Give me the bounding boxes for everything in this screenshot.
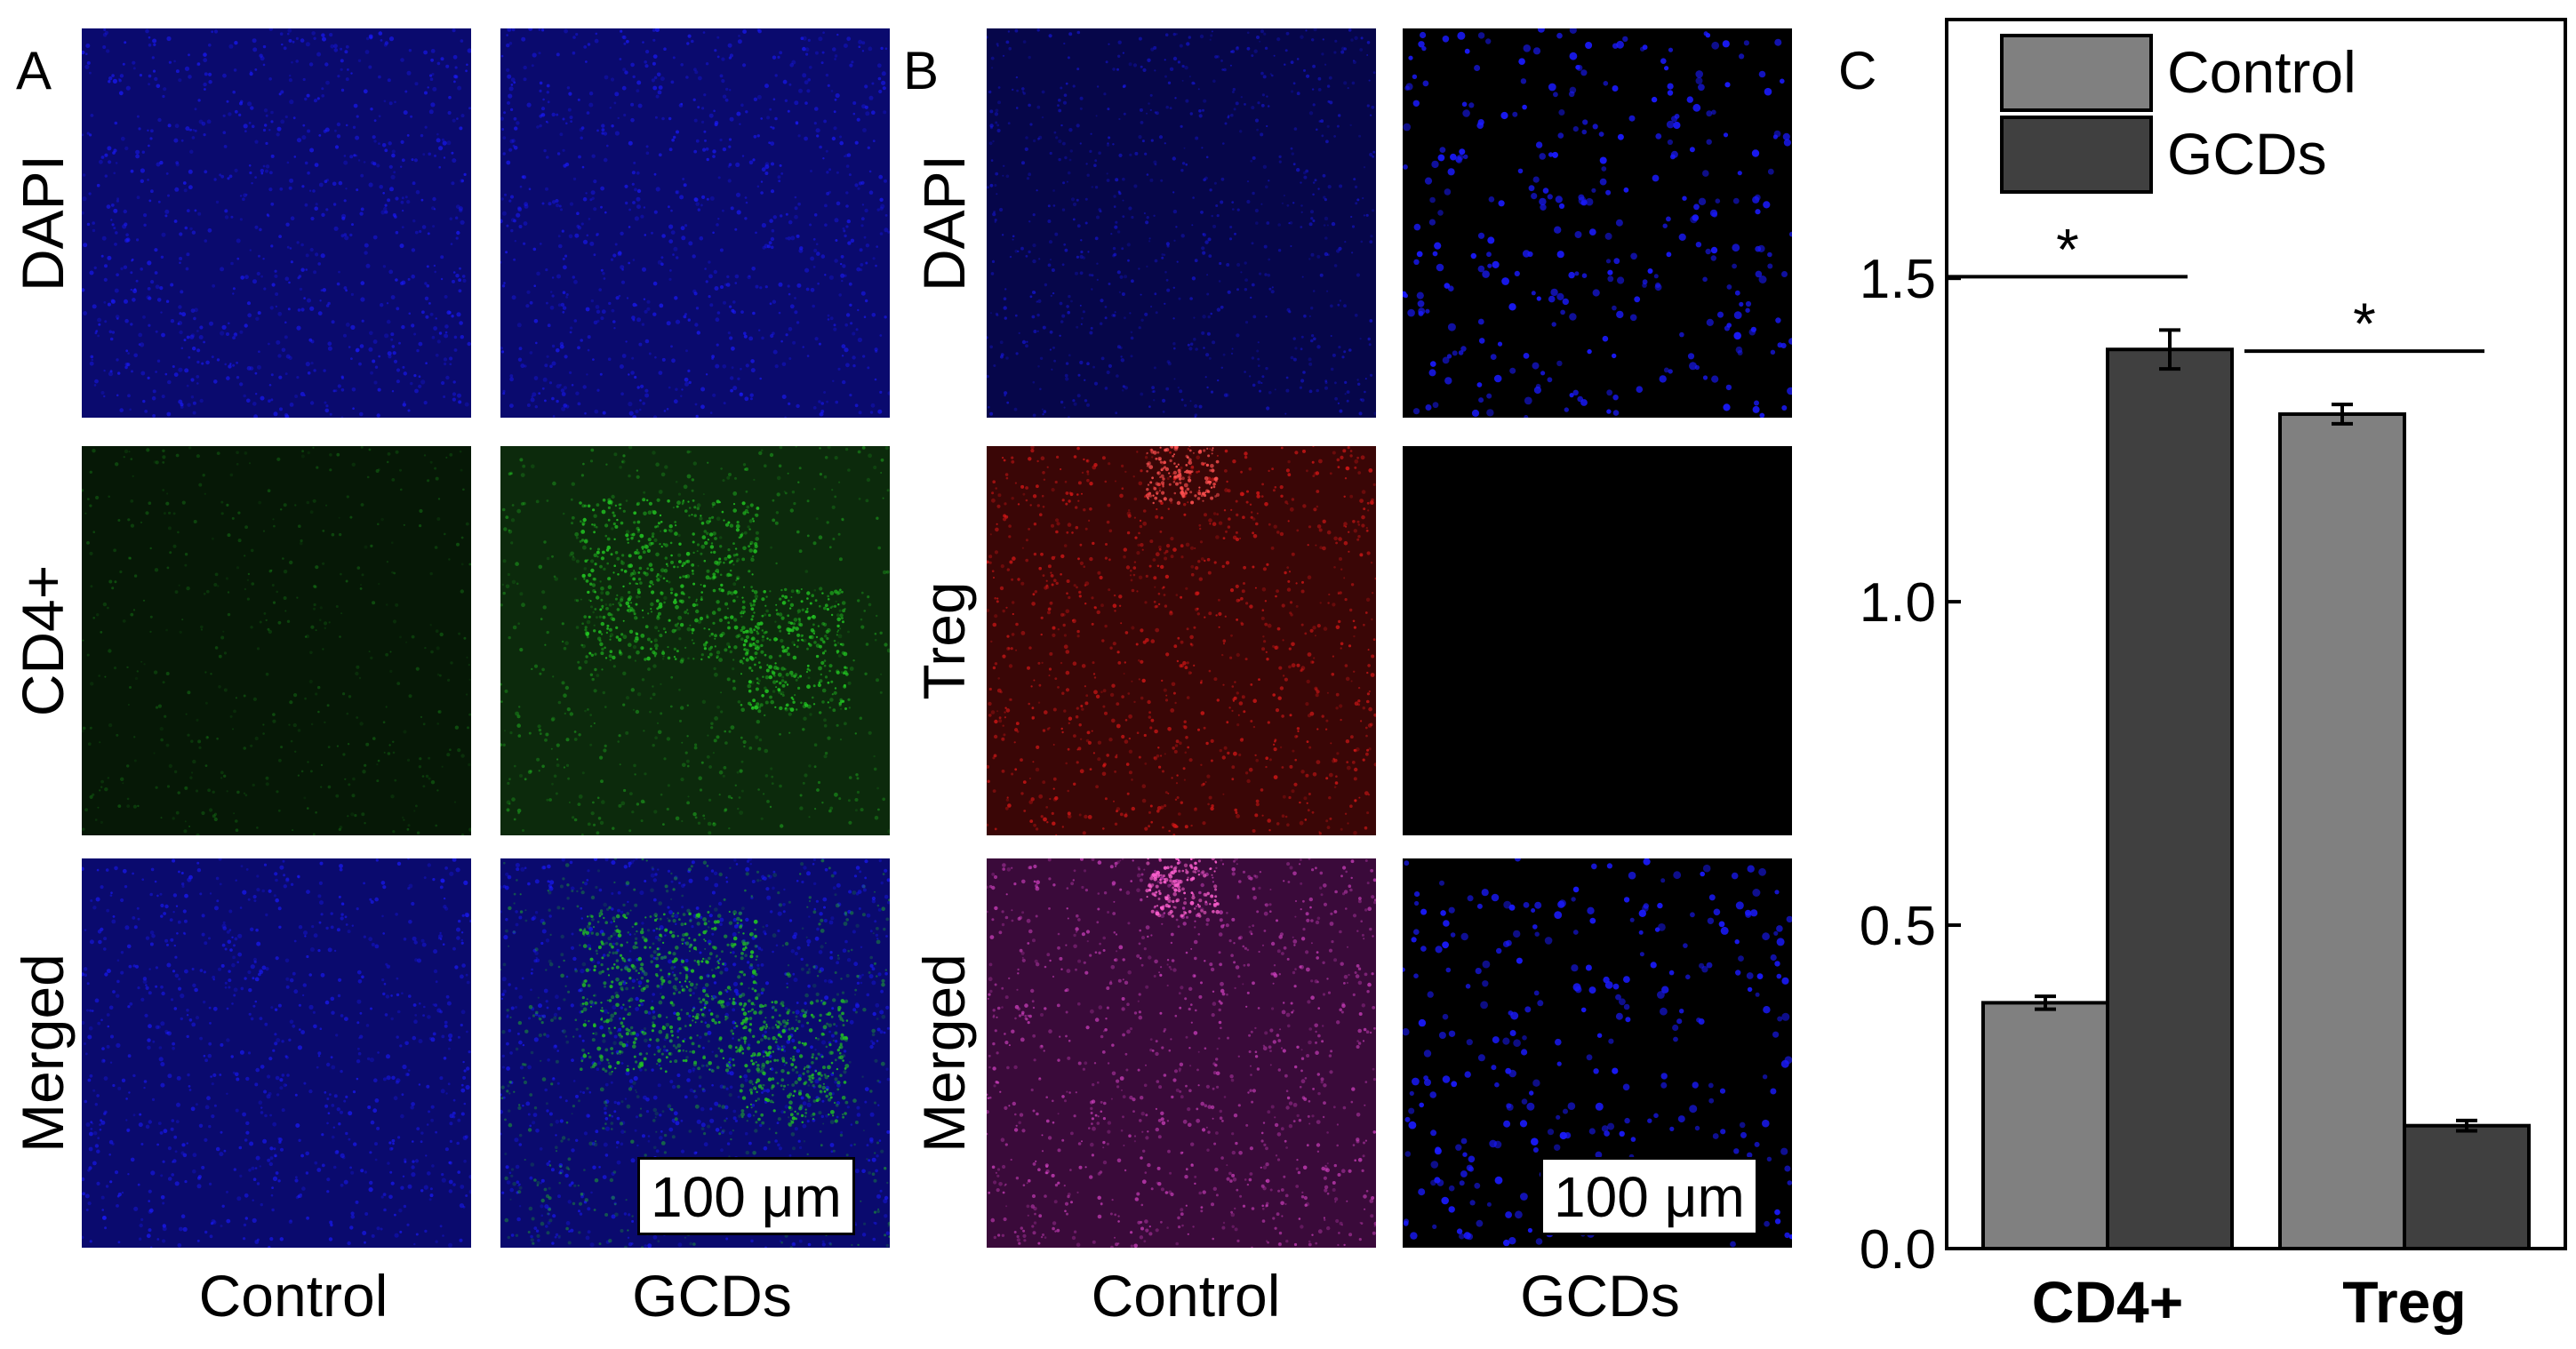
panel-a-col-label-gcds: GCDs [632, 1263, 792, 1329]
panel-a-control-cd4-image [82, 446, 471, 835]
bar-gcds-1 [2403, 1123, 2531, 1250]
legend-swatch-gcds [2000, 116, 2153, 194]
x-tick-label: CD4+ [2032, 1269, 2184, 1335]
panel-a-gcds-dapi-image [500, 28, 890, 418]
panel-a-control-dapi-image [82, 28, 471, 418]
panel-b-control-dapi-image [987, 28, 1376, 418]
panel-b-control-merged-image [987, 858, 1376, 1248]
bar-gcds-0 [2106, 347, 2234, 1250]
bar-control-1 [2278, 412, 2406, 1250]
y-tick-label: 0.0 [1860, 1219, 1936, 1281]
y-tick-label: 0.5 [1860, 896, 1936, 957]
panel-b-gcds-dapi-image [1403, 28, 1792, 418]
panel-b-col-label-control: Control [1091, 1263, 1281, 1329]
legend-swatch-control [2000, 34, 2153, 112]
significance-label: * [2353, 291, 2376, 356]
bar-control-0 [1981, 1001, 2109, 1251]
y-tick-label: 1.5 [1860, 249, 1936, 310]
panel-b-control-treg-image [987, 446, 1376, 835]
panel-c-letter: C [1838, 41, 1877, 100]
panel-a-scale-bar: 100 μm [637, 1157, 855, 1235]
y-tick-label: 1.0 [1860, 572, 1936, 634]
panel-a-control-merged-image [82, 858, 471, 1248]
panel-a-letter: A [16, 41, 52, 100]
significance-label: * [2056, 216, 2079, 282]
panel-a-gcds-cd4-image [500, 446, 890, 835]
legend-label-gcds: GCDs [2167, 121, 2327, 187]
legend-label-control: Control [2167, 39, 2356, 105]
panel-b-gcds-treg-image [1403, 446, 1792, 835]
panel-b-letter: B [903, 41, 940, 100]
panel-a-col-label-control: Control [198, 1263, 388, 1329]
plot-frame [1945, 18, 2567, 1250]
x-tick-label: Treg [2342, 1269, 2466, 1335]
panel-b-col-label-gcds: GCDs [1520, 1263, 1680, 1329]
panel-b-scale-bar: 100 μm [1540, 1157, 1758, 1235]
